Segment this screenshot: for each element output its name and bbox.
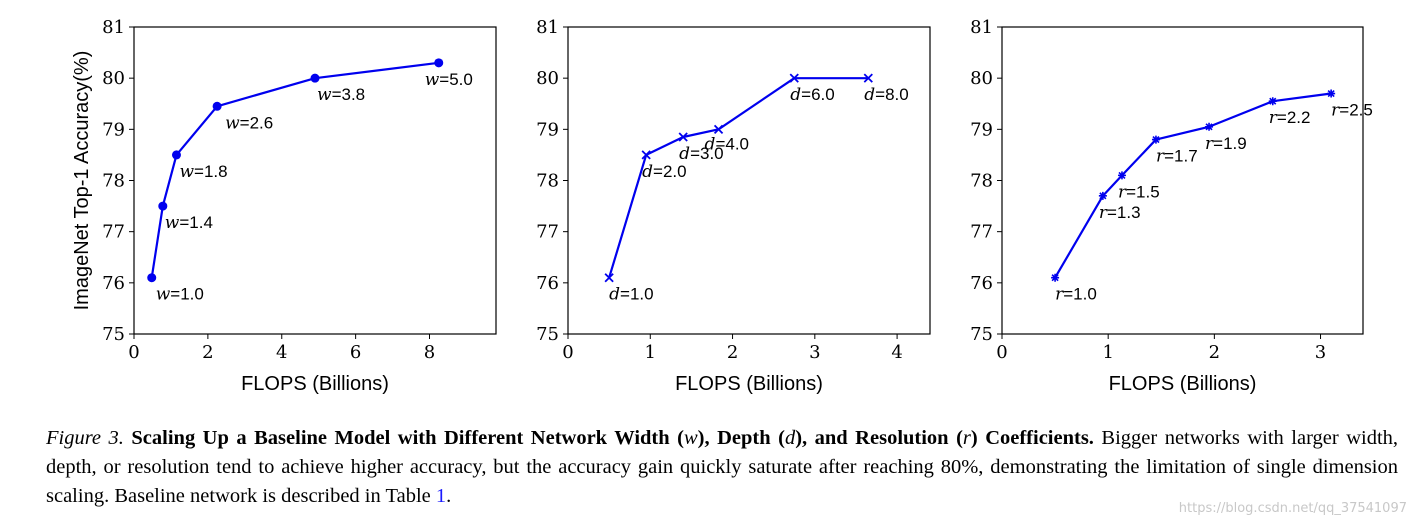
y-tick-label: 76 (536, 273, 559, 294)
data-point (1151, 135, 1160, 144)
data-point (212, 101, 222, 111)
x-tick-label: 2 (1209, 342, 1220, 363)
x-axis-label: FLOPS (Billions) (675, 373, 823, 395)
data-point (1098, 191, 1107, 200)
x-axis-label: FLOPS (Billions) (241, 373, 389, 395)
y-tick-label: 75 (970, 324, 993, 345)
data-point (604, 273, 614, 283)
data-point (641, 150, 651, 160)
y-tick-label: 81 (102, 17, 125, 38)
point-label: w=1.4 (165, 213, 213, 233)
x-tick-label: 8 (424, 342, 435, 363)
point-label: w=2.6 (225, 113, 273, 133)
y-tick-label: 76 (970, 273, 993, 294)
point-label: r=1.3 (1099, 203, 1141, 223)
y-tick-label: 80 (102, 68, 125, 89)
series-line (608, 77, 869, 279)
chart-resolution-scaling: 75 76 77 78 79 80 81 0 1 2 3 FLOPS (Billions) r=1.0 r… (970, 17, 1373, 395)
table-reference-link[interactable]: 1 (435, 485, 447, 507)
x-tick-label: 0 (996, 342, 1007, 363)
point-label: r=2.2 (1269, 108, 1311, 128)
figure-charts: 75 76 77 78 79 80 81 0 2 4 6 8 FLOPS (Billions) Image… (71, 17, 1373, 395)
point-label: r=1.9 (1205, 134, 1247, 154)
y-tick-label: 81 (536, 17, 559, 38)
point-label: w=1.8 (179, 162, 227, 182)
y-tick-label: 78 (970, 171, 993, 192)
watermark: https://blog.csdn.net/qq_37541097 (1178, 501, 1407, 516)
data-point (678, 132, 688, 142)
caption-label: Figure 3. (46, 427, 124, 449)
point-label: d=1.0 (609, 285, 653, 305)
x-tick-label: 1 (645, 342, 656, 363)
y-tick-label: 78 (536, 171, 559, 192)
data-point (863, 73, 873, 83)
data-point (158, 201, 168, 211)
data-point (1205, 122, 1214, 131)
caption-body: Bigger networks with larger width, depth… (46, 427, 1399, 507)
x-tick-label: 2 (727, 342, 738, 363)
x-tick-label: 0 (562, 342, 573, 363)
y-tick-label: 80 (970, 68, 993, 89)
data-point (789, 73, 799, 83)
x-tick-label: 4 (276, 342, 287, 363)
point-label: d=8.0 (864, 85, 908, 105)
y-tick-label: 77 (970, 222, 993, 243)
point-label: r=1.0 (1055, 285, 1097, 305)
data-point (171, 150, 181, 160)
figure-caption: Figure 3. Scaling Up a Baseline Model wi… (46, 427, 1399, 507)
x-tick-label: 4 (891, 342, 902, 363)
y-tick-label: 76 (102, 273, 125, 294)
point-label: r=2.5 (1331, 101, 1373, 121)
chart-width-scaling: 75 76 77 78 79 80 81 0 2 4 6 8 FLOPS (Billions) Image… (71, 17, 497, 395)
y-tick-label: 78 (102, 171, 125, 192)
point-label: d=6.0 (790, 85, 834, 105)
chart-depth-scaling: 75 76 77 78 79 80 81 0 1 2 3 4 FLOPS (Billions) d=1.0… (536, 17, 931, 395)
y-tick-label: 80 (536, 68, 559, 89)
x-tick-label: 3 (809, 342, 820, 363)
point-label: r=1.7 (1156, 147, 1198, 167)
x-tick-label: 2 (202, 342, 213, 363)
point-label: d=2.0 (642, 162, 686, 182)
y-tick-label: 75 (536, 324, 559, 345)
data-point (434, 58, 444, 68)
point-label: r=1.5 (1118, 182, 1160, 202)
point-label: w=1.0 (156, 285, 204, 305)
series-line (150, 61, 439, 278)
x-tick-label: 0 (128, 342, 139, 363)
y-tick-label: 77 (102, 222, 125, 243)
data-point (1051, 273, 1060, 282)
x-tick-label: 1 (1102, 342, 1113, 363)
point-label: w=3.8 (317, 85, 365, 105)
point-label: w=5.0 (425, 70, 473, 90)
y-tick-label: 79 (970, 119, 993, 140)
data-point (147, 273, 157, 283)
point-label: d=4.0 (705, 134, 749, 154)
point-label: d=3.0 (679, 144, 723, 164)
data-point (1327, 89, 1336, 98)
data-point (1268, 97, 1277, 106)
x-tick-label: 6 (350, 342, 361, 363)
caption-title: Scaling Up a Baseline Model with Differe… (131, 427, 1094, 449)
data-point (310, 73, 320, 83)
data-point (713, 124, 724, 134)
y-tick-label: 75 (102, 324, 125, 345)
y-tick-label: 81 (970, 17, 993, 38)
y-axis-label: ImageNet Top-1 Accuracy(%) (71, 51, 93, 311)
x-tick-label: 3 (1315, 342, 1326, 363)
y-tick-label: 77 (536, 222, 559, 243)
data-point (1117, 171, 1126, 180)
y-tick-label: 79 (536, 119, 559, 140)
y-tick-label: 79 (102, 119, 125, 140)
x-axis-label: FLOPS (Billions) (1109, 373, 1257, 395)
